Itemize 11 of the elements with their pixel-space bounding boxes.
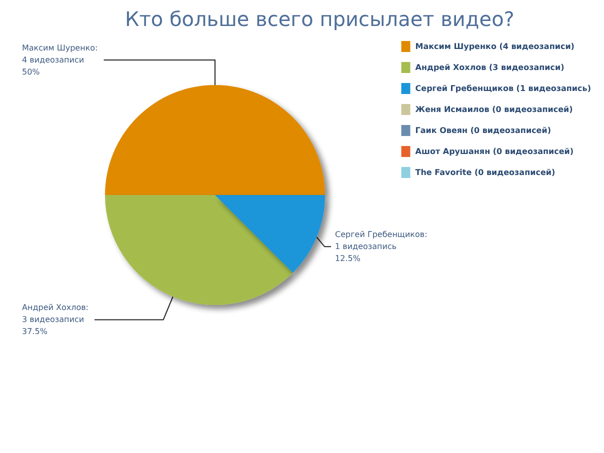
legend-label: Ашот Арушанян (0 видеозаписей) bbox=[415, 147, 574, 156]
legend-label: Женя Исмаилов (0 видеозаписей) bbox=[415, 105, 573, 114]
legend-label: Гаик Овеян (0 видеозаписей) bbox=[415, 126, 552, 135]
legend-label: Максим Шуренко (4 видеозаписи) bbox=[415, 42, 574, 51]
data-label: Сергей Гребенщиков: 1 видеозапись 12.5% bbox=[335, 230, 428, 264]
data-label: Максим Шуренко: 4 видеозаписи 50% bbox=[22, 44, 98, 76]
legend-label: The Favorite (0 видеозаписей) bbox=[415, 168, 556, 177]
chart-title: Кто больше всего присылает видео? bbox=[125, 7, 514, 31]
legend-label: Сергей Гребенщиков (1 видеозапись) bbox=[415, 84, 592, 93]
data-label: Андрей Хохлов: 3 видеозаписи 37.5% bbox=[22, 303, 89, 336]
legend-label: Андрей Хохлов (3 видеозаписи) bbox=[415, 63, 564, 72]
